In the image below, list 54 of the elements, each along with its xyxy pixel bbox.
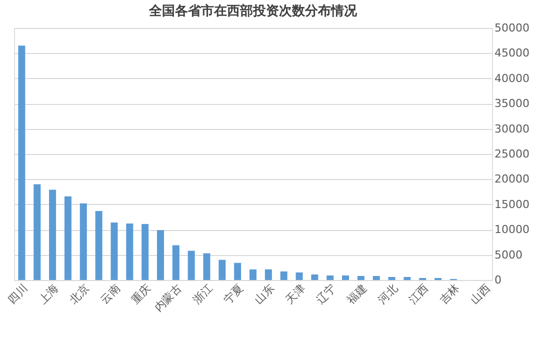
y-tick-label: 45000 [494,46,530,60]
y-tick-label: 35000 [494,97,530,110]
bar [172,245,180,280]
bar [18,46,26,280]
bar [357,276,364,280]
x-tick-label: 天津 [282,282,308,307]
bar [311,274,318,280]
x-tick-label: 北京 [67,282,92,307]
bar [326,275,334,280]
y-tick-label: 10000 [494,223,530,236]
bar [34,184,41,280]
x-tick-label: 四川 [5,282,30,307]
bar [49,190,56,280]
y-tick-label: 30000 [494,122,530,136]
bar [64,196,72,280]
x-tick-label: 浙江 [190,282,216,307]
bar [296,272,303,280]
bar [110,222,118,280]
bar [404,276,411,280]
bar [342,275,350,280]
bar [218,260,226,280]
x-tick-label: 内蒙古 [152,282,184,314]
bar [126,224,134,280]
bar [280,271,288,280]
y-tick-label: 15000 [494,198,530,211]
bar [95,210,102,280]
bar [203,253,210,280]
chart-title: 全国各省市在西部投资次数分布情况 [148,3,358,19]
x-tick-label: 辽宁 [314,282,339,307]
y-tick-label: 20000 [494,172,530,186]
x-tick-label: 吉林 [437,282,462,307]
bar [234,262,242,280]
y-tick-label: 40000 [494,72,530,85]
x-tick-label: 重庆 [128,282,154,307]
bar [250,269,256,280]
x-tick-label: 云南 [98,282,123,307]
y-tick-label: 25000 [494,148,530,160]
x-tick-label: 福建 [344,282,370,307]
bar [188,250,195,280]
bar [142,224,149,280]
y-tick-label: 50000 [494,22,530,34]
y-tick-label: 5000 [494,248,522,262]
bar [388,276,396,280]
bar [80,203,87,280]
x-tick-label: 河北 [376,282,400,307]
y-tick-label: 0 [494,274,502,286]
x-tick-label: 宁夏 [221,282,246,307]
bar [372,276,380,280]
bar [156,230,164,280]
x-tick-label: 上海 [36,282,62,307]
bar [264,269,272,280]
x-tick-label: 山西 [468,282,493,307]
x-tick-label: 山东 [252,282,277,307]
x-tick-label: 江西 [406,282,432,307]
